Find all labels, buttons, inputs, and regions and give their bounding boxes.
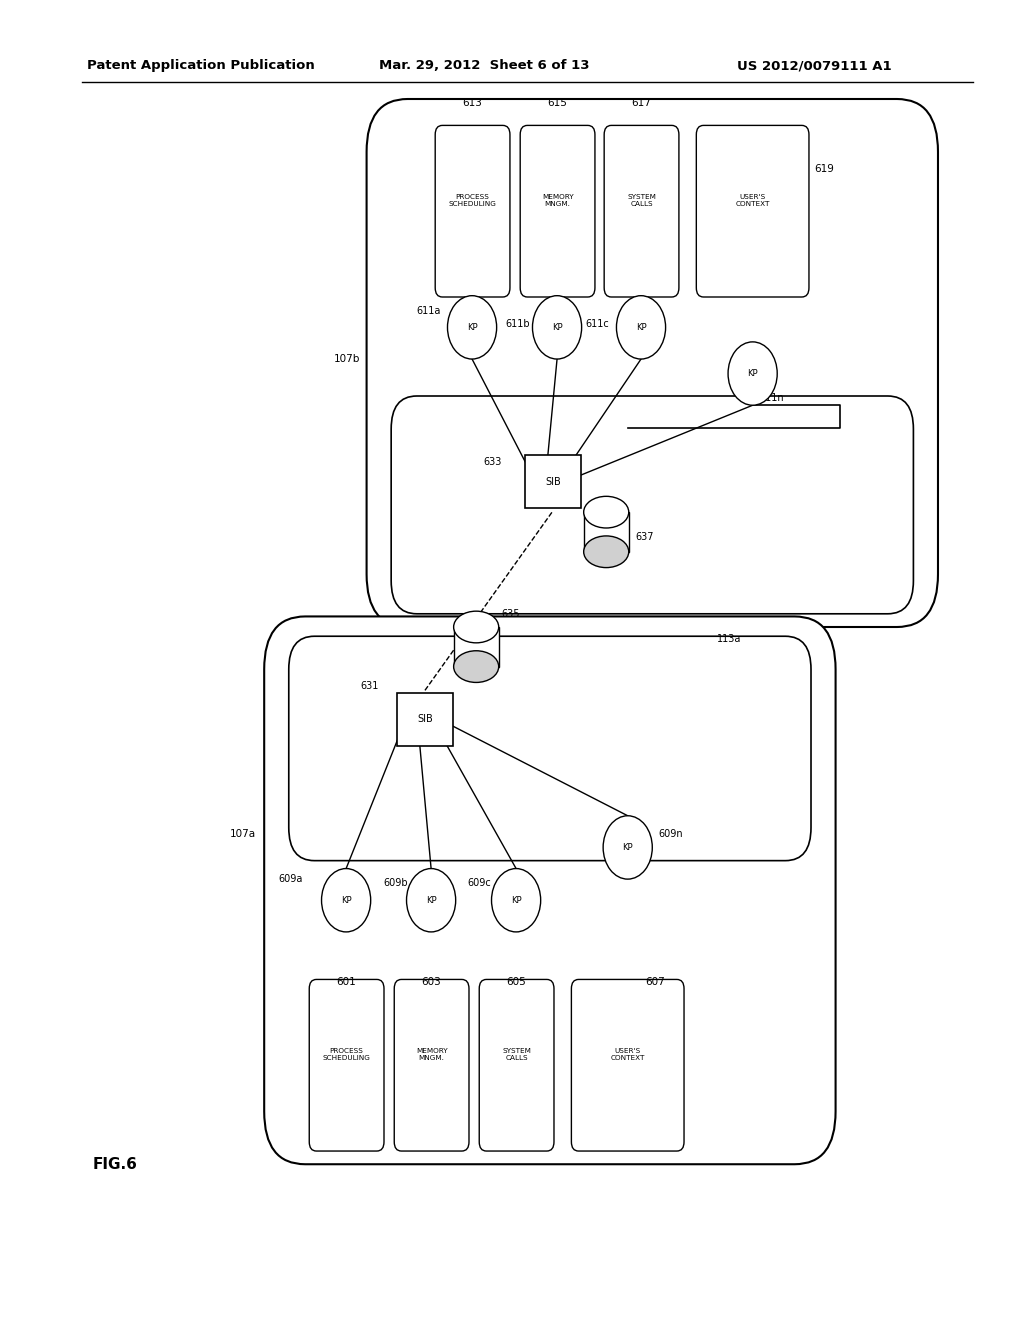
Text: 609n: 609n	[658, 829, 683, 840]
Text: 609c: 609c	[467, 878, 490, 888]
Text: KP: KP	[341, 896, 351, 904]
FancyBboxPatch shape	[289, 636, 811, 861]
FancyBboxPatch shape	[571, 979, 684, 1151]
FancyBboxPatch shape	[525, 455, 582, 508]
Text: 613: 613	[462, 98, 482, 108]
Text: KP: KP	[748, 370, 758, 378]
Text: 619: 619	[814, 164, 834, 174]
FancyBboxPatch shape	[396, 693, 453, 746]
Text: SYSTEM
CALLS: SYSTEM CALLS	[502, 1048, 531, 1061]
Text: KP: KP	[511, 896, 521, 904]
Ellipse shape	[454, 651, 499, 682]
Text: KP: KP	[426, 896, 436, 904]
FancyBboxPatch shape	[696, 125, 809, 297]
Text: KP: KP	[623, 843, 633, 851]
Text: 615: 615	[547, 98, 567, 108]
Text: 607: 607	[645, 977, 665, 987]
Circle shape	[492, 869, 541, 932]
Text: 603: 603	[421, 977, 441, 987]
FancyBboxPatch shape	[520, 125, 595, 297]
Text: USER'S
CONTEXT: USER'S CONTEXT	[735, 194, 770, 207]
Text: 637: 637	[635, 532, 653, 543]
Circle shape	[616, 296, 666, 359]
Circle shape	[407, 869, 456, 932]
FancyBboxPatch shape	[391, 396, 913, 614]
Circle shape	[322, 869, 371, 932]
Text: 609b: 609b	[383, 878, 408, 888]
Bar	[584, 512, 629, 552]
Text: 605: 605	[506, 977, 526, 987]
Text: 611n: 611n	[760, 393, 784, 404]
Text: 631: 631	[360, 681, 379, 692]
Ellipse shape	[454, 611, 499, 643]
Text: KP: KP	[467, 323, 477, 331]
FancyBboxPatch shape	[604, 125, 679, 297]
Text: KP: KP	[636, 323, 646, 331]
Text: FIG.6: FIG.6	[92, 1158, 137, 1172]
FancyBboxPatch shape	[309, 979, 384, 1151]
Text: 633: 633	[483, 457, 502, 467]
Text: USER'S
CONTEXT: USER'S CONTEXT	[610, 1048, 645, 1061]
Text: 601: 601	[336, 977, 356, 987]
FancyBboxPatch shape	[479, 979, 554, 1151]
Text: KP: KP	[552, 323, 562, 331]
Circle shape	[532, 296, 582, 359]
Circle shape	[603, 816, 652, 879]
Text: Mar. 29, 2012  Sheet 6 of 13: Mar. 29, 2012 Sheet 6 of 13	[379, 59, 590, 73]
FancyBboxPatch shape	[367, 99, 938, 627]
Text: 611a: 611a	[416, 306, 440, 317]
Text: SYSTEM
CALLS: SYSTEM CALLS	[627, 194, 656, 207]
Text: PROCESS
SCHEDULING: PROCESS SCHEDULING	[449, 194, 497, 207]
Text: MEMORY
MNGM.: MEMORY MNGM.	[416, 1048, 447, 1061]
Text: Patent Application Publication: Patent Application Publication	[87, 59, 314, 73]
Text: 635: 635	[502, 609, 520, 619]
Text: 107b: 107b	[334, 354, 360, 364]
Text: SIB: SIB	[417, 714, 433, 725]
Text: 113a: 113a	[717, 634, 741, 644]
Text: 617: 617	[631, 98, 651, 108]
FancyBboxPatch shape	[394, 979, 469, 1151]
Circle shape	[728, 342, 777, 405]
Circle shape	[447, 296, 497, 359]
FancyBboxPatch shape	[435, 125, 510, 297]
Ellipse shape	[584, 536, 629, 568]
Text: US 2012/0079111 A1: US 2012/0079111 A1	[737, 59, 892, 73]
Text: 609a: 609a	[279, 874, 303, 884]
Text: 107a: 107a	[229, 829, 256, 840]
Text: SIB: SIB	[545, 477, 561, 487]
Text: 611b: 611b	[506, 319, 530, 330]
Ellipse shape	[584, 496, 629, 528]
Text: 611c: 611c	[586, 319, 609, 330]
Bar	[454, 627, 499, 667]
FancyBboxPatch shape	[264, 616, 836, 1164]
Text: PROCESS
SCHEDULING: PROCESS SCHEDULING	[323, 1048, 371, 1061]
Text: MEMORY
MNGM.: MEMORY MNGM.	[542, 194, 573, 207]
